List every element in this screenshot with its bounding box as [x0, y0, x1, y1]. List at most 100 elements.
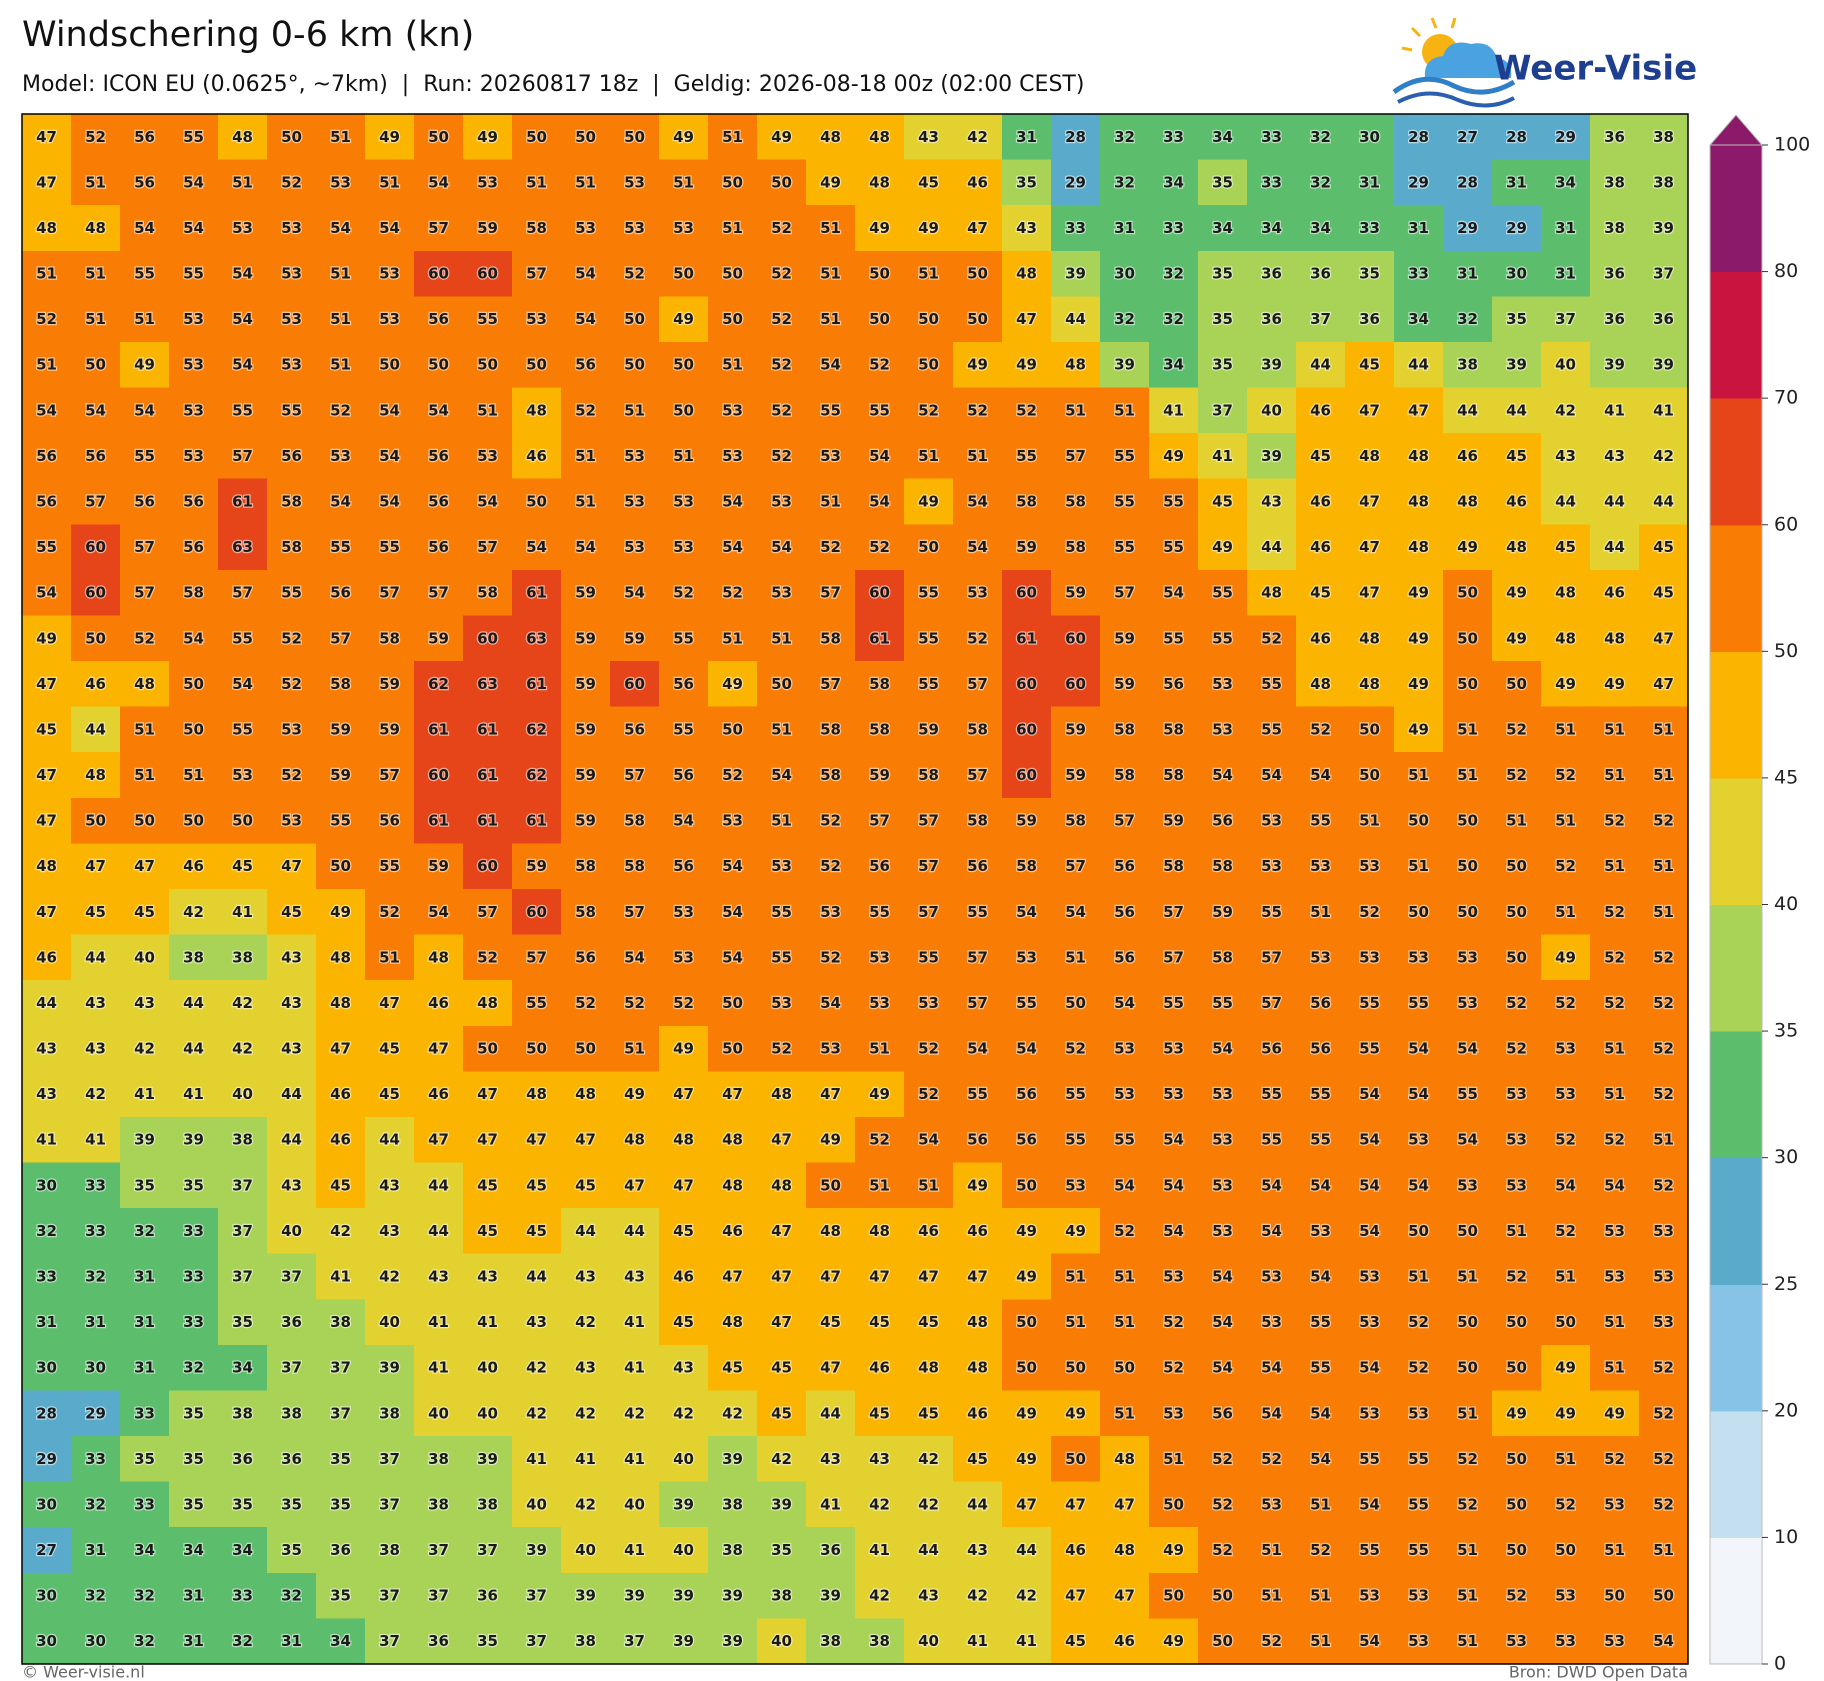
cell [512, 706, 562, 753]
cell [1590, 1436, 1640, 1483]
cell [1296, 661, 1346, 708]
cell-value: 47 [820, 1268, 841, 1286]
cell-value: 39 [1065, 265, 1086, 283]
cell [708, 1025, 758, 1072]
cell [1443, 159, 1493, 206]
cell-value: 57 [1065, 447, 1086, 465]
cell-value: 45 [379, 1085, 400, 1103]
cell [512, 159, 562, 206]
cell [120, 1390, 170, 1437]
cell [1247, 296, 1297, 343]
cell [463, 1116, 513, 1164]
cell [1639, 1299, 1689, 1346]
cell [610, 524, 660, 571]
cell-value: 38 [575, 1632, 596, 1650]
cell [1198, 1344, 1248, 1392]
cell-value: 50 [1065, 1359, 1086, 1377]
cell-value: 54 [1163, 1176, 1184, 1194]
cell-value: 31 [1555, 265, 1576, 283]
cell-value: 49 [1408, 675, 1429, 693]
cell-value: 50 [673, 265, 694, 283]
cell-value: 38 [428, 1450, 449, 1468]
cell-value: 43 [281, 948, 302, 966]
cell [1247, 661, 1297, 708]
cell-value: 54 [967, 538, 988, 556]
cell [1296, 934, 1346, 981]
cell [610, 934, 660, 981]
cell-value: 51 [918, 265, 939, 283]
cell-value: 57 [134, 584, 155, 602]
cell [1296, 1162, 1346, 1209]
cell-value: 51 [820, 310, 841, 328]
cell [953, 250, 1003, 297]
cell [1345, 1253, 1395, 1300]
cell-value: 36 [1653, 310, 1674, 328]
cell [218, 1299, 268, 1346]
cell [953, 1071, 1003, 1118]
cell [1492, 1436, 1542, 1483]
cell-value: 41 [1212, 447, 1233, 465]
cell [1051, 615, 1101, 662]
cell [806, 478, 856, 525]
cell [561, 661, 611, 708]
cell [22, 1481, 72, 1528]
cell-value: 54 [1359, 1085, 1380, 1103]
cell [22, 615, 72, 662]
cell-value: 53 [1555, 1587, 1576, 1605]
cell [1051, 1390, 1101, 1437]
cell [659, 980, 709, 1027]
cell [904, 1162, 954, 1209]
cell-value: 58 [526, 219, 547, 237]
cell [757, 1572, 807, 1620]
cell-value: 51 [1653, 1541, 1674, 1559]
cell [1492, 934, 1542, 981]
cell [414, 1299, 464, 1346]
cell [365, 706, 415, 753]
cell [1296, 296, 1346, 343]
cell [1443, 1116, 1493, 1164]
cell [1345, 205, 1395, 252]
cell-value: 61 [526, 812, 547, 830]
cell-value: 30 [36, 1632, 57, 1650]
cell-value: 52 [820, 812, 841, 830]
cell [1002, 296, 1052, 343]
cell [463, 1208, 513, 1255]
cell-value: 42 [967, 128, 988, 146]
cell-value: 55 [232, 720, 253, 738]
cell [1247, 387, 1297, 434]
cell-value: 50 [183, 812, 204, 830]
cell [1149, 1481, 1199, 1528]
cell [1100, 1481, 1150, 1528]
cell-value: 59 [526, 857, 547, 875]
cell [1002, 1116, 1052, 1164]
cell-value: 57 [379, 584, 400, 602]
cell-value: 59 [428, 629, 449, 647]
cell-value: 52 [771, 265, 792, 283]
cell [708, 387, 758, 434]
cell-value: 53 [673, 493, 694, 511]
cell [1198, 387, 1248, 434]
cell-value: 52 [575, 994, 596, 1012]
cell [316, 1344, 366, 1392]
cell [1443, 433, 1493, 480]
cell [708, 1071, 758, 1118]
cell [414, 1253, 464, 1300]
cell [1443, 1071, 1493, 1118]
cell [414, 478, 464, 525]
cell [218, 1253, 268, 1300]
cell [1247, 706, 1297, 753]
cell-value: 54 [869, 447, 890, 465]
cell-value: 48 [232, 128, 253, 146]
cell [169, 1025, 219, 1072]
cell [169, 478, 219, 525]
cell-value: 49 [1555, 1404, 1576, 1422]
cell-value: 55 [477, 310, 498, 328]
cell [1345, 980, 1395, 1027]
cell [1247, 250, 1297, 297]
cell [22, 1071, 72, 1118]
cell [1198, 1071, 1248, 1118]
cell [169, 1162, 219, 1209]
cell [1394, 1436, 1444, 1483]
cell-value: 51 [1114, 1404, 1135, 1422]
colorbar-tick-label: 60 [1774, 513, 1798, 535]
